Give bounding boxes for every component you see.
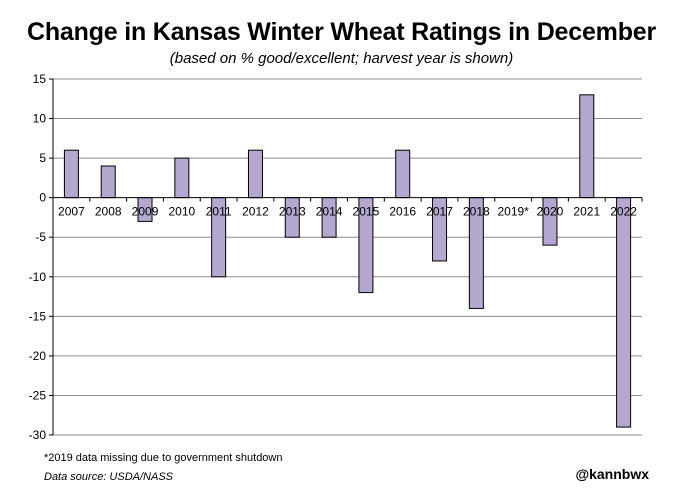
x-tick-label: 2021 xyxy=(573,205,600,219)
author-handle: @kannbwx xyxy=(575,466,649,482)
bar-2016 xyxy=(395,149,411,199)
bar-2008 xyxy=(100,165,116,199)
bar-2022 xyxy=(616,197,632,428)
x-tick-label: 2020 xyxy=(537,205,564,219)
x-tick-label: 2010 xyxy=(168,205,195,219)
y-tick-label: -20 xyxy=(29,349,47,363)
bar-2007 xyxy=(63,149,79,199)
y-tick-label: -5 xyxy=(35,230,46,244)
axes xyxy=(49,78,643,436)
x-tick-label: 2007 xyxy=(58,205,85,219)
x-tick-label: 2017 xyxy=(426,205,453,219)
x-tick-label: 2008 xyxy=(95,205,122,219)
y-tick-label: 5 xyxy=(39,151,46,165)
x-tick-label: 2013 xyxy=(279,205,306,219)
chart-title: Change in Kansas Winter Wheat Ratings in… xyxy=(27,18,656,46)
y-tick-label: -15 xyxy=(29,309,47,323)
bar-2012 xyxy=(247,149,263,199)
y-tick-label: -10 xyxy=(29,270,47,284)
x-tick-label: 2011 xyxy=(206,205,232,219)
x-tick-label: 2012 xyxy=(242,205,269,219)
x-tick-label: 2019* xyxy=(497,205,529,219)
data-source: Data source: USDA/NASS xyxy=(44,471,173,483)
chart-subtitle: (based on % good/excellent; harvest year… xyxy=(169,50,514,67)
bars xyxy=(63,94,632,428)
y-tick-label: -25 xyxy=(29,388,47,402)
gridlines xyxy=(53,78,642,436)
bar-2021 xyxy=(579,94,595,199)
y-tick-label: 15 xyxy=(33,72,47,86)
y-tick-labels: 15 10 5 0 -5 -10 -15 -20 -25 -30 xyxy=(29,72,47,442)
x-tick-label: 2016 xyxy=(389,205,416,219)
footnote: *2019 data missing due to government shu… xyxy=(44,452,283,464)
x-tick-label: 2022 xyxy=(610,205,637,219)
bar-2010 xyxy=(174,157,190,199)
y-tick-label: -30 xyxy=(29,428,47,442)
x-tick-label: 2015 xyxy=(353,205,380,219)
x-tick-label: 2009 xyxy=(132,205,159,219)
y-tick-label: 0 xyxy=(39,191,46,205)
x-tick-label: 2014 xyxy=(316,205,343,219)
y-tick-label: 10 xyxy=(33,112,47,126)
x-tick-labels: 2007 2008 2009 2010 2011 2012 2013 2014 2015 2016… xyxy=(58,205,637,219)
x-tick-label: 2018 xyxy=(463,205,490,219)
